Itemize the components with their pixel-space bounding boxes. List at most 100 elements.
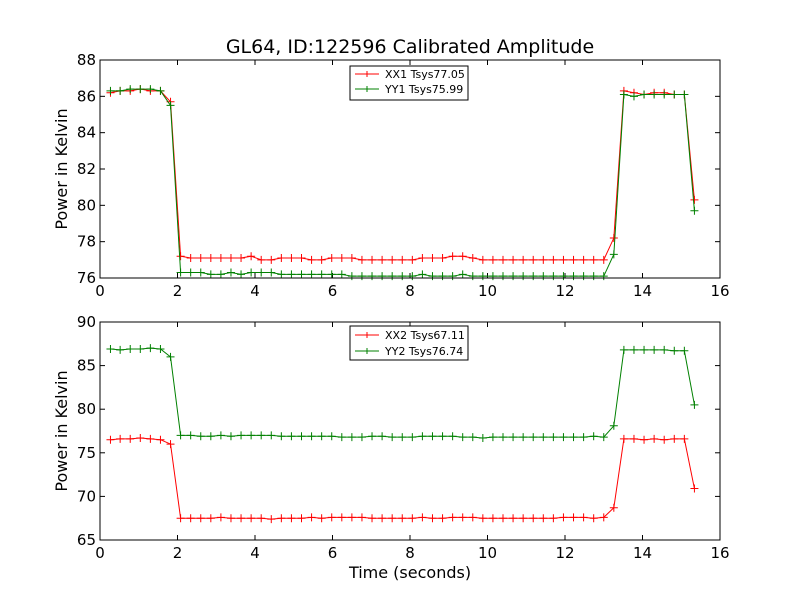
bottom-series-2-point (549, 433, 558, 442)
bottom-axis-ticks: 0 2 4 6 8 10 12 14 16 65 70 75 80 85 90 (77, 313, 730, 562)
bottom-series-1-point (116, 434, 125, 443)
top-series-2-point (146, 85, 155, 94)
bottom-legend-label-xx2: XX2 Tsys67.11 (385, 329, 465, 342)
bottom-y-tick-label: 75 (77, 444, 96, 462)
top-series-2-point (619, 90, 628, 99)
top-series-2-point (388, 272, 397, 281)
bottom-legend-box (349, 325, 469, 361)
top-y-axis-label: Power in Kelvin (52, 108, 71, 229)
top-series-2-point (428, 272, 437, 281)
top-series-1-point (609, 234, 618, 243)
bottom-series-2-point (156, 345, 165, 354)
top-series-2-point (327, 270, 336, 279)
top-series-2-point (297, 270, 306, 279)
bottom-series-2-point (509, 433, 518, 442)
top-series-1-point (438, 254, 447, 263)
top-series-2-point (126, 85, 135, 94)
x-axis-label: Time (seconds) (348, 563, 471, 582)
top-series-1-point (176, 252, 185, 261)
bottom-series-2-point (640, 345, 649, 354)
top-series-1-point (388, 255, 397, 264)
bottom-series-2-point (307, 432, 316, 441)
top-series-2-point (599, 272, 608, 281)
top-series-1-point (196, 254, 205, 263)
bottom-series-1-point (488, 514, 497, 523)
bottom-series-1-point (176, 514, 185, 523)
top-series-group (106, 85, 699, 281)
bottom-series-1-point (257, 514, 266, 523)
top-series-2-point (116, 86, 125, 95)
bottom-series-2-point (327, 432, 336, 441)
bottom-series-2-point (609, 421, 618, 430)
bottom-series-1-point (559, 513, 568, 522)
bottom-y-tick-label: 90 (77, 313, 96, 331)
top-series-1-point (186, 254, 195, 263)
bottom-series-1-point (458, 513, 467, 522)
bottom-series-2-point (680, 346, 689, 355)
top-series-2-point (680, 90, 689, 99)
top-series-1-point (297, 254, 306, 263)
top-series-1-point (378, 255, 387, 264)
bottom-series-2-point (519, 433, 528, 442)
top-series-2-point (368, 272, 377, 281)
top-series-2-point (186, 268, 195, 277)
top-series-2-point (438, 272, 447, 281)
top-series-2-point (247, 268, 256, 277)
top-series-1-point (347, 254, 356, 263)
bottom-series-1-point (640, 435, 649, 444)
bottom-series-2-point (357, 433, 366, 442)
bottom-series-2-point (106, 345, 115, 354)
bottom-series-2-point (257, 431, 266, 440)
top-series-2-point (499, 272, 507, 281)
bottom-series-2-point (176, 431, 185, 440)
bottom-series-1-point (317, 514, 326, 523)
bottom-series-1-point (448, 513, 457, 522)
bottom-series-2-point (579, 433, 588, 442)
bottom-series-2-point (408, 433, 417, 442)
bottom-series-2-point (166, 352, 175, 361)
bottom-series-1-point (478, 514, 487, 523)
bottom-series-2-point (690, 400, 699, 409)
bottom-series-2-point (539, 433, 548, 442)
top-series-1-point (267, 255, 276, 264)
top-x-tick-label: 16 (710, 282, 729, 300)
bottom-series-1-point (398, 514, 407, 523)
bottom-series-2-point (660, 345, 669, 354)
bottom-series-1-point (186, 514, 195, 523)
bottom-series-2-point (196, 432, 205, 441)
top-x-tick-label: 0 (95, 282, 105, 300)
top-series-1-point (529, 255, 538, 264)
top-x-tick-label: 12 (555, 282, 574, 300)
bottom-x-tick-label: 8 (405, 544, 415, 562)
top-series-1-point (690, 195, 699, 204)
top-series-1-point (418, 254, 427, 263)
top-series-2-point (569, 272, 578, 281)
top-series-2-point (216, 270, 225, 279)
top-x-tick-label: 2 (173, 282, 183, 300)
top-series-1-point (458, 252, 467, 261)
top-series-1-point (307, 255, 316, 264)
bottom-x-tick-label: 14 (633, 544, 652, 562)
top-series-2-point (559, 272, 568, 281)
top-series-2-point (136, 85, 145, 94)
top-series-2-point (458, 270, 467, 279)
top-series-2-point (267, 268, 276, 277)
top-series-1-point (247, 252, 256, 261)
bottom-series-2-point (226, 432, 235, 441)
bottom-series-2-point (206, 432, 215, 441)
bottom-series-1-point (599, 513, 608, 522)
bottom-series-2-point (650, 345, 659, 354)
top-series-2-point (398, 272, 407, 281)
bottom-x-tick-label: 6 (328, 544, 338, 562)
top-series-1-point (488, 255, 497, 264)
bottom-series-1-point (347, 513, 356, 522)
chart-title: GL64, ID:122596 Calibrated Amplitude (226, 36, 594, 58)
bottom-x-tick-label: 0 (95, 544, 105, 562)
top-series-1-point (509, 255, 518, 264)
top-series-2-point (347, 272, 356, 281)
bottom-series-1-point (589, 514, 598, 523)
bottom-series-2-point (347, 433, 356, 442)
bottom-series-1-point (579, 513, 588, 522)
top-series-1-point (337, 254, 346, 263)
bottom-series-1-point (297, 514, 306, 523)
